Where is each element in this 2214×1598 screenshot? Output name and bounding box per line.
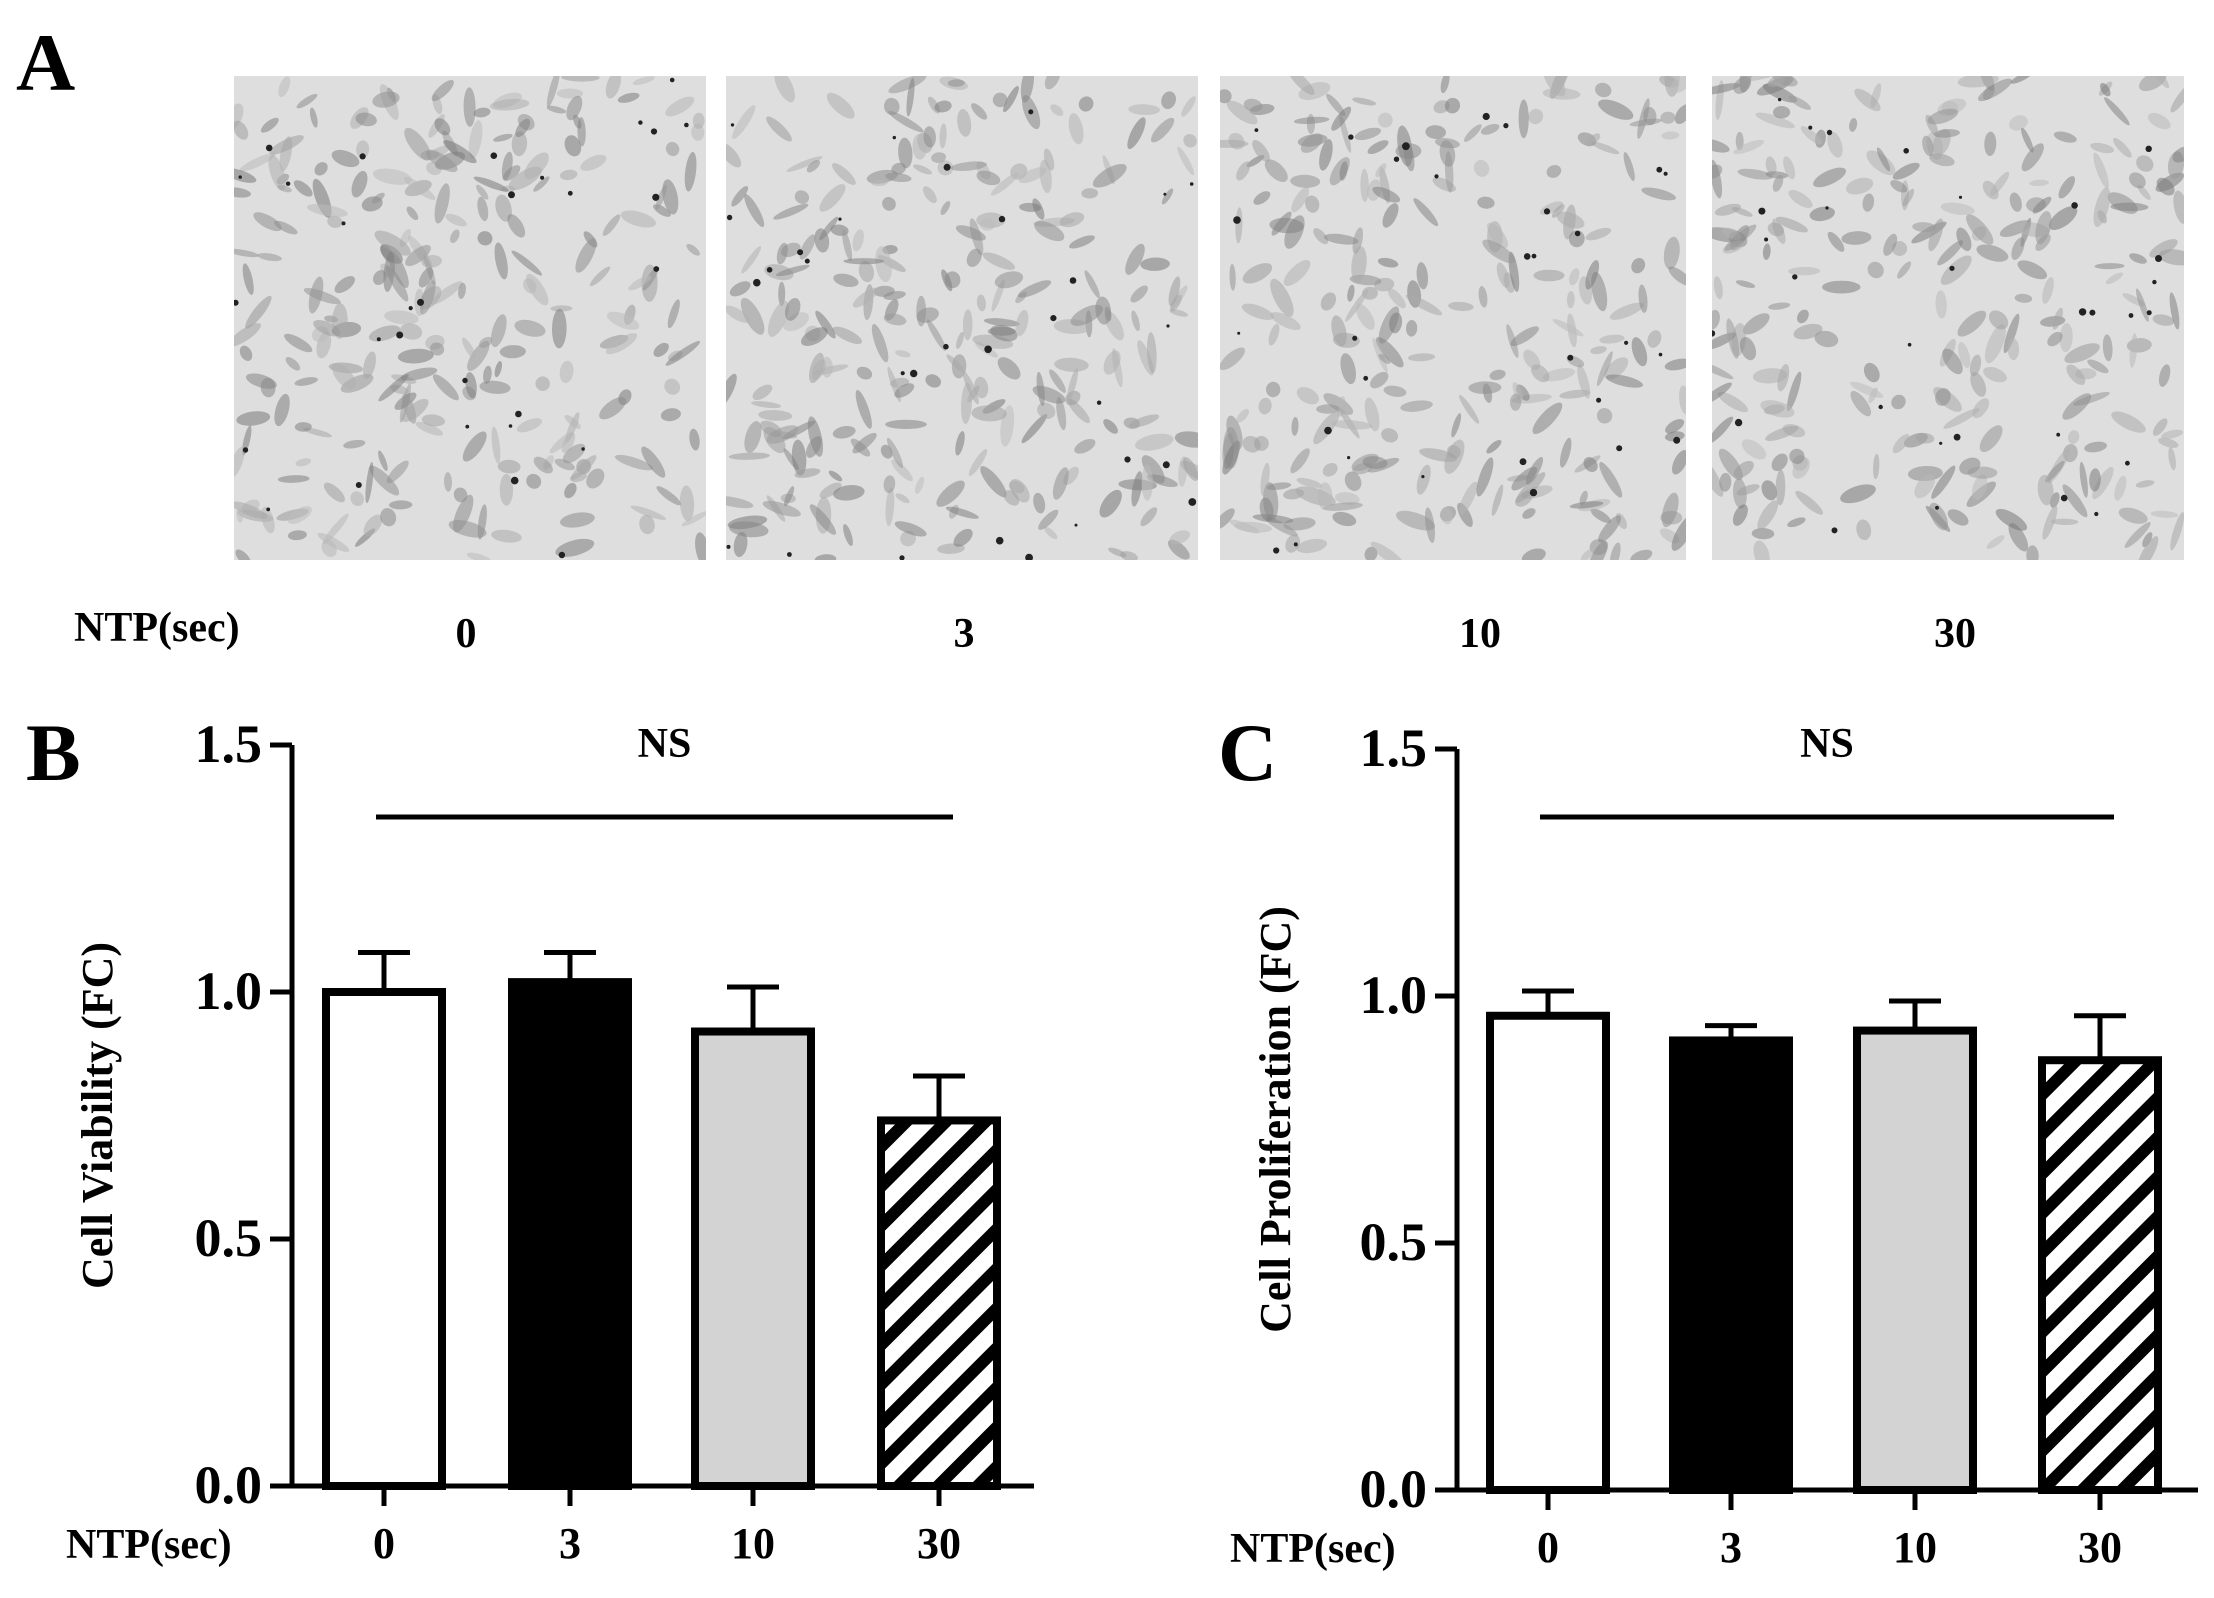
micrograph-30s [1712,76,2184,560]
x-tick-label: 10 [1893,1523,1937,1572]
significance-label: NS [1800,721,1854,767]
x-axis-label: NTP(sec) [1230,1526,1396,1572]
y-tick-label: 0.0 [195,1455,263,1515]
bar-30 [2038,1056,2162,1494]
y-tick-label: 1.0 [1360,965,1428,1025]
x-tick-label: 10 [731,1519,775,1568]
y-tick-label: 0.0 [1360,1459,1428,1519]
chart-b: 0.0 0.5 1.0 1.5 Cell Viability (FC) 0 3 10 30 NTP… [66,714,1034,1568]
y-axis-label: Cell Proliferation (FC) [1251,906,1300,1333]
bar-30 [877,1116,1001,1490]
panel-b-letter: B [26,707,81,798]
y-tick-label: 1.0 [195,961,263,1021]
significance-label: NS [638,721,692,767]
micrograph-10s [1220,76,1686,560]
x-tick-label: 30 [2078,1523,2122,1572]
y-tick-label: 1.5 [1360,718,1428,778]
bar-3 [508,978,632,1490]
x-axis-label: NTP(sec) [66,1522,232,1568]
x-tick-label: 3 [559,1519,581,1568]
micrograph-caption-0: 0 [455,611,477,657]
y-tick-label: 0.5 [195,1208,263,1268]
y-tick-label: 0.5 [1360,1212,1428,1272]
bar-10 [691,1027,815,1491]
x-tick-label: 0 [1537,1523,1559,1572]
micrograph-caption-3: 3 [953,611,975,657]
bar-0 [1486,1011,1610,1494]
bar-3 [1669,1036,1793,1494]
x-tick-label: 0 [373,1519,395,1568]
panel-a-letter: A [16,17,76,108]
y-tick-label: 1.5 [195,714,263,774]
micrograph-3s [726,76,1198,560]
micrograph-caption-30: 30 [1934,611,1976,657]
micrograph-0s [234,76,706,560]
x-tick-label: 30 [917,1519,961,1568]
bar-0 [322,988,446,1490]
chart-c: 0.0 0.5 1.0 1.5 Cell Proliferation (FC) 0 3 10 3… [1230,718,2198,1572]
x-tick-label: 3 [1720,1523,1742,1572]
micrograph-caption-10: 10 [1459,611,1501,657]
y-axis-label: Cell Viability (FC) [73,942,122,1289]
panel-a-ntp-label: NTP(sec) [74,605,240,651]
panel-c-letter: C [1218,707,1278,798]
bar-10 [1853,1026,1977,1494]
